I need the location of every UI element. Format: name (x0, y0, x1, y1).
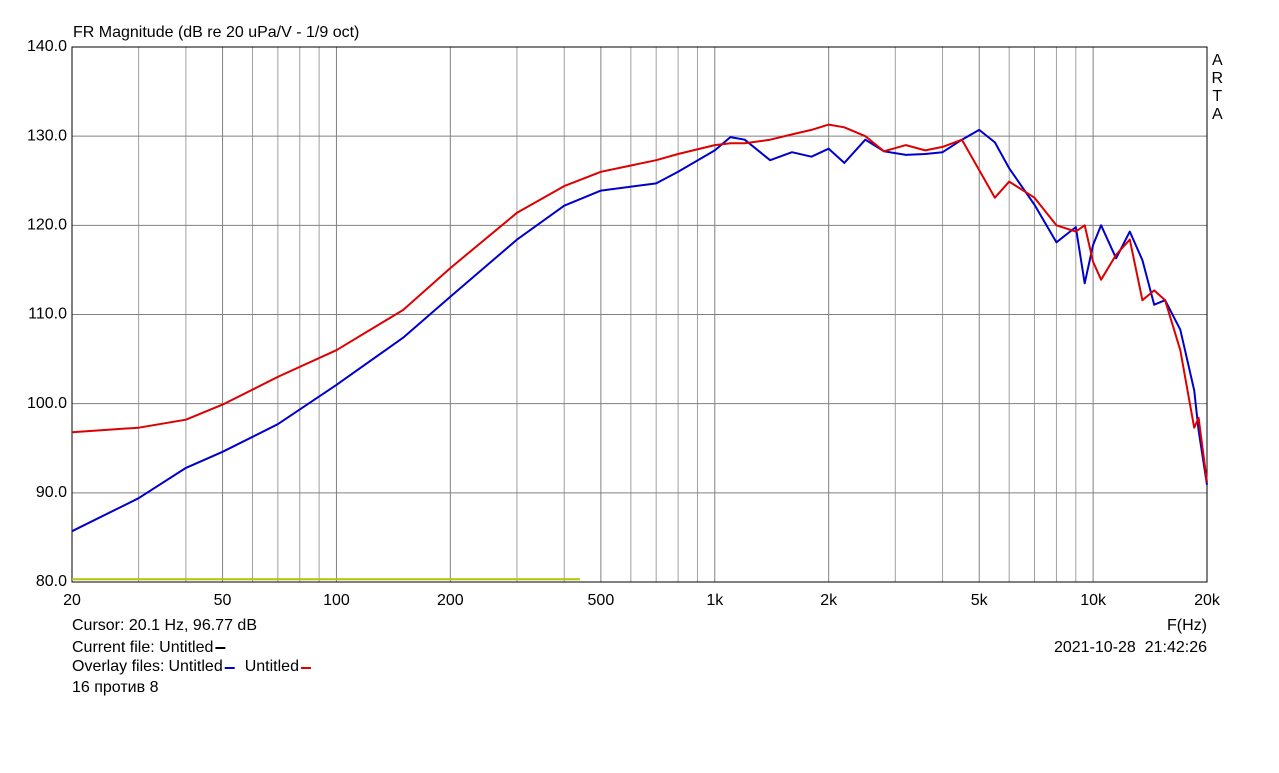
x-tick-label: 500 (588, 592, 615, 609)
legend-entry: Untitled (245, 658, 299, 675)
timestamp: 2021-10-28 21:42:26 (1054, 639, 1207, 656)
x-tick-label: 200 (437, 592, 464, 609)
legend-entry: Untitled (168, 658, 222, 675)
x-tick-label: 100 (323, 592, 350, 609)
legend-overlay-label: Overlay files: (72, 658, 164, 675)
legend-current-file: Current file: Untitled (72, 639, 213, 656)
cursor-readout: Cursor: 20.1 Hz, 96.77 dB (72, 617, 257, 634)
y-tick-label: 90.0 (36, 484, 67, 501)
x-tick-label: 20k (1194, 592, 1221, 609)
x-tick-label: 5k (971, 592, 989, 609)
y-tick-label: 130.0 (27, 127, 67, 144)
y-tick-label: 140.0 (27, 38, 67, 55)
x-axis-label: F(Hz) (1167, 617, 1207, 634)
x-tick-label: 10k (1080, 592, 1107, 609)
x-tick-label: 50 (214, 592, 232, 609)
y-tick-label: 120.0 (27, 217, 67, 234)
note: 16 против 8 (72, 679, 159, 696)
data-line (71, 123, 1208, 483)
watermark: ARTA (1209, 52, 1226, 124)
x-tick-label: 20 (63, 592, 81, 609)
plot-frame (71, 46, 1208, 583)
y-tick-label: 110.0 (28, 306, 67, 323)
y-tick-label: 80.0 (36, 573, 67, 590)
x-tick-label: 2k (820, 592, 838, 609)
chart-title: FR Magnitude (dB re 20 uPa/V - 1/9 oct) (73, 24, 359, 41)
x-tick-label: 1k (706, 592, 724, 609)
y-tick-label: 100.0 (27, 395, 67, 412)
